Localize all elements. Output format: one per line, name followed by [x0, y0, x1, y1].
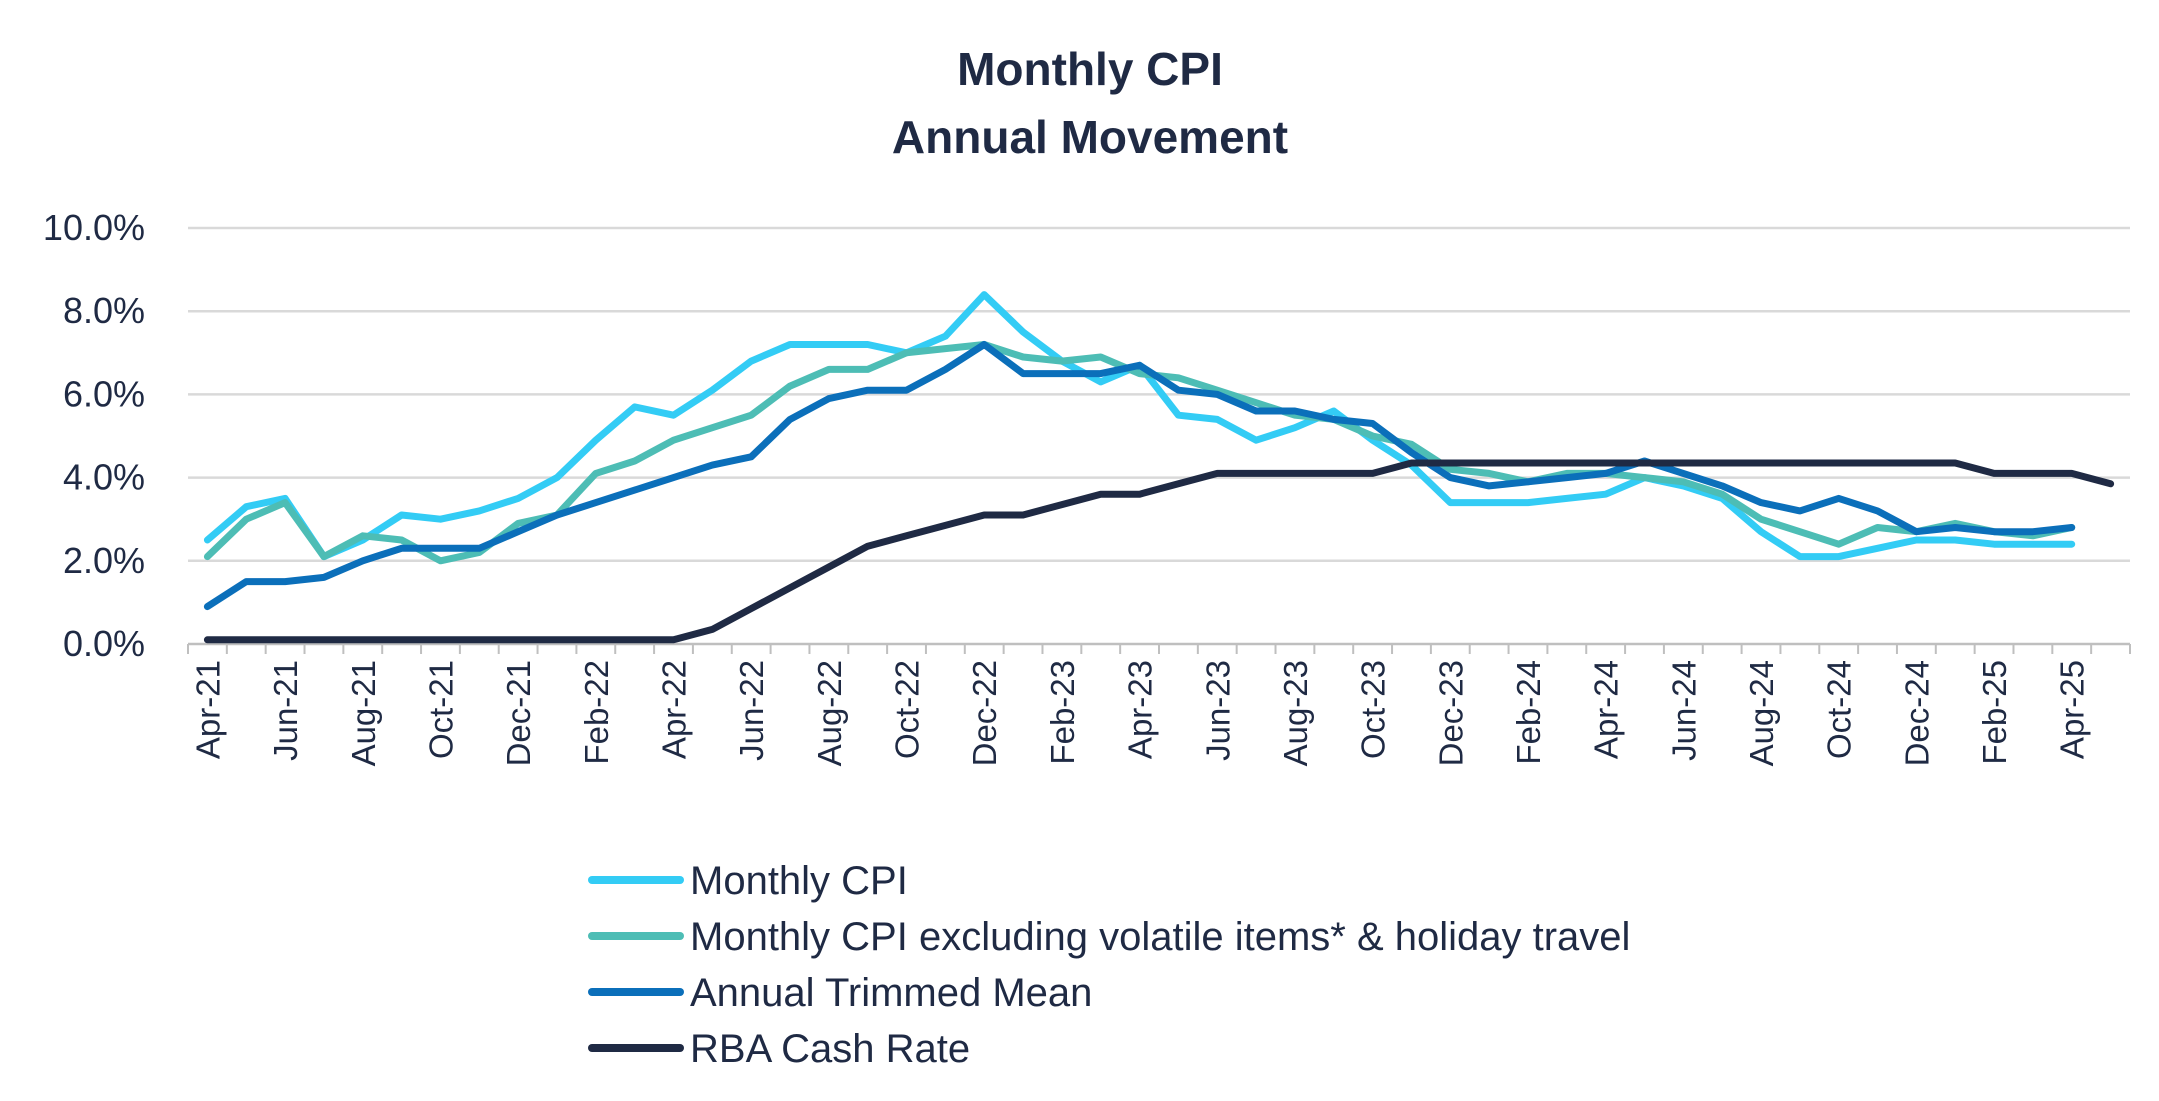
series-line-1: [203, 291, 2076, 561]
legend-label: Monthly CPI excluding volatile items* & …: [690, 915, 1630, 959]
chart-title-line-2: Annual Movement: [892, 111, 1288, 163]
x-tick-label: Aug-24: [1743, 660, 1780, 766]
legend-label: RBA Cash Rate: [690, 1027, 970, 1071]
x-tick-label: Jun-22: [733, 660, 770, 761]
series-line-4: [203, 459, 2115, 644]
x-tick-label: Aug-21: [345, 660, 382, 766]
series-line-3: [203, 341, 2076, 611]
series-line-2: [203, 341, 2076, 565]
x-tick-label: Jun-23: [1199, 660, 1236, 761]
y-axis: 0.0% 2.0% 4.0% 6.0% 8.0% 10.0%: [43, 207, 145, 664]
x-tick-label: Aug-22: [811, 660, 848, 766]
x-tick-label: Oct-24: [1821, 660, 1858, 759]
y-tick-label: 2.0%: [63, 540, 145, 581]
y-tick-label: 8.0%: [63, 290, 145, 331]
x-tick-label: Apr-25: [2054, 660, 2091, 759]
x-tick-label: Apr-23: [1122, 660, 1159, 759]
y-tick-label: 6.0%: [63, 373, 145, 414]
y-tick-label: 4.0%: [63, 457, 145, 498]
chart-title-line-1: Monthly CPI: [957, 43, 1223, 95]
x-tick-label: Dec-23: [1432, 660, 1469, 766]
y-tick-label: 0.0%: [63, 623, 145, 664]
x-tick-label: Feb-22: [578, 660, 615, 765]
x-tick-label: Oct-23: [1355, 660, 1392, 759]
x-tick-label: Jun-24: [1665, 660, 1702, 761]
x-tick-label: Feb-25: [1976, 660, 2013, 765]
x-tick-label: Oct-21: [422, 660, 459, 759]
x-tick-label: Apr-21: [189, 660, 226, 759]
x-tick-label: Dec-22: [966, 660, 1003, 766]
x-tick-label: Dec-24: [1898, 660, 1935, 766]
x-tick-label: Apr-22: [656, 660, 693, 759]
gridlines: [188, 226, 2130, 646]
x-tick-label: Dec-21: [500, 660, 537, 766]
series-lines: [203, 291, 2115, 644]
x-tick-label: Aug-23: [1277, 660, 1314, 766]
x-tick-label: Jun-21: [267, 660, 304, 761]
x-tick-label: Feb-23: [1044, 660, 1081, 765]
x-axis: Apr-21 Jun-21 Aug-21 Oct-21 Dec-21 Feb-22 Apr-…: [187, 644, 2131, 766]
x-tick-label: Oct-22: [889, 660, 926, 759]
legend-label: Annual Trimmed Mean: [690, 971, 1092, 1015]
y-tick-label: 10.0%: [43, 207, 145, 248]
legend-label: Monthly CPI: [690, 859, 908, 903]
x-tick-label: Feb-24: [1510, 660, 1547, 765]
x-tick-label: Apr-24: [1588, 660, 1625, 759]
legend: Monthly CPI Monthly CPI excluding volatil…: [588, 859, 1630, 1071]
